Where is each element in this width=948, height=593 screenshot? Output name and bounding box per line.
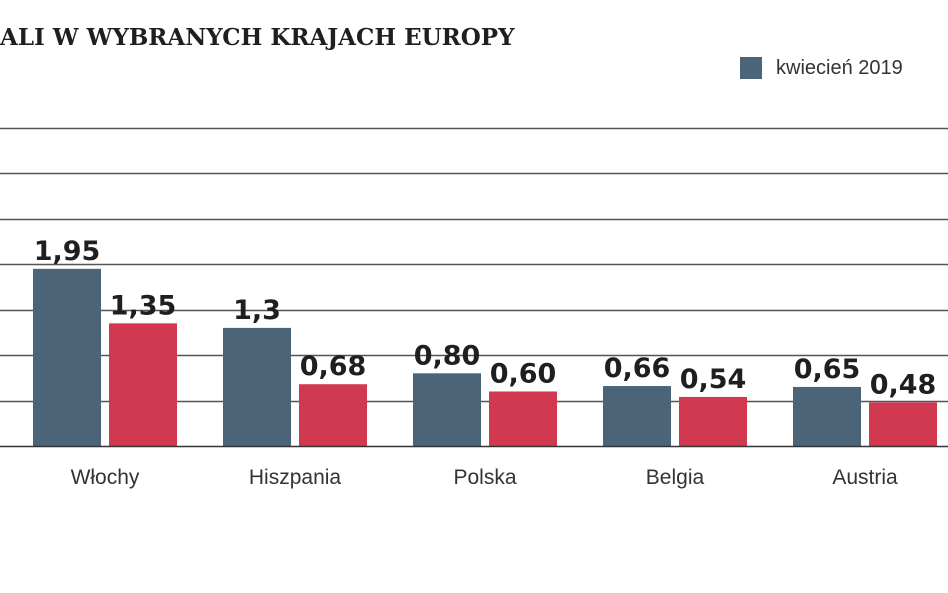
category-label: Austria xyxy=(832,466,898,489)
category-label: Hiszpania xyxy=(249,466,342,489)
bar-series-2-hiszpania xyxy=(299,384,367,446)
gridlines xyxy=(0,127,948,403)
value-label: 0,65 xyxy=(794,354,861,385)
bar-series-1-włochy xyxy=(33,268,101,446)
bar-series-1-hiszpania xyxy=(223,327,291,446)
legend: kwiecień 2019 xyxy=(740,55,903,81)
bar-series-1-austria xyxy=(793,386,861,446)
category-label: Włochy xyxy=(71,466,140,489)
bar-series-2-belgia xyxy=(679,396,747,446)
value-label: 0,48 xyxy=(870,369,937,400)
value-label: 0,80 xyxy=(414,340,481,371)
bar-series-2-polska xyxy=(489,391,557,446)
bar-series-1-belgia xyxy=(603,386,671,446)
bar-series-2-włochy xyxy=(109,323,177,446)
value-label: 0,66 xyxy=(604,353,671,384)
value-label: 1,3 xyxy=(233,295,281,326)
value-label: 0,68 xyxy=(300,351,367,382)
value-labels: 1,95 1,35 1,3 0,68 0,80 0,60 0,66 0,54 0,65 0,48 xyxy=(34,236,937,401)
chart-title: ALI W WYBRANYCH KRAJACH EUROPY xyxy=(0,24,515,51)
category-labels: Włochy Hiszpania Polska Belgia Austria xyxy=(71,466,898,489)
value-label: 1,35 xyxy=(110,290,177,321)
legend-label-series-1: kwiecień 2019 xyxy=(776,56,903,79)
bar-series-1-polska xyxy=(413,373,481,446)
category-label: Polska xyxy=(453,466,516,489)
value-label: 0,54 xyxy=(680,364,747,395)
bar-series-2-austria xyxy=(869,402,937,446)
value-label: 0,60 xyxy=(490,358,557,389)
bars xyxy=(33,268,937,446)
category-label: Belgia xyxy=(646,466,705,489)
value-label: 1,95 xyxy=(34,236,101,267)
legend-swatch-series-1 xyxy=(740,57,762,79)
